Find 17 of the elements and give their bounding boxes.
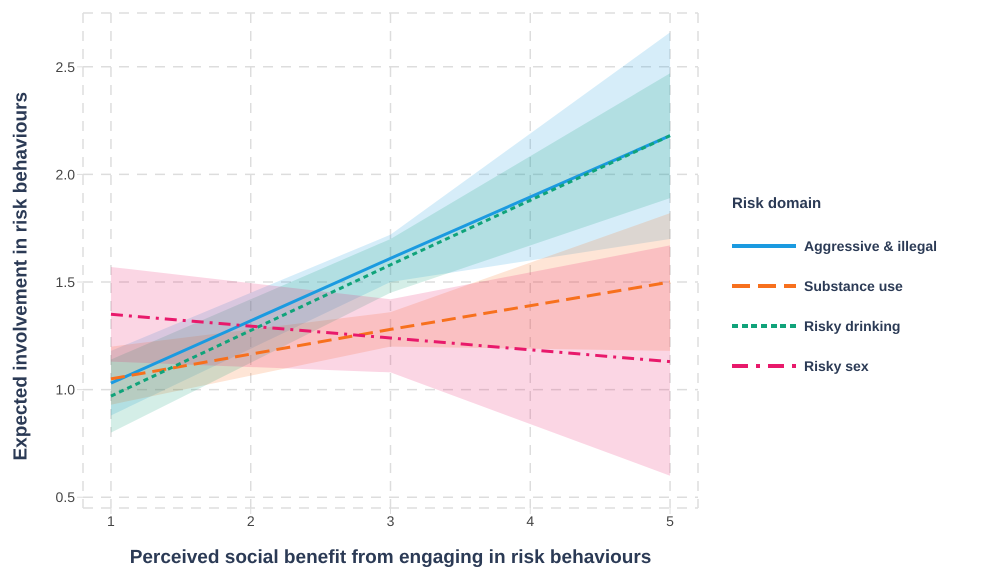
legend-label: Substance use (804, 278, 903, 294)
x-tick-label: 3 (386, 512, 395, 529)
x-tick-label: 4 (526, 512, 534, 529)
legend-label: Risky sex (804, 358, 869, 374)
y-axis-title: Expected involvement in risk behaviours (10, 92, 32, 460)
legend-label: Aggressive & illegal (804, 238, 938, 254)
y-tick-label: 2.0 (56, 166, 76, 182)
x-tick-label: 2 (246, 512, 255, 529)
legend-title: Risk domain (732, 195, 822, 212)
x-tick-label: 1 (107, 512, 116, 529)
legend-label: Risky drinking (804, 318, 900, 334)
y-tick-label: 1.0 (56, 382, 76, 398)
x-tick-label: 5 (666, 512, 674, 529)
y-tick-label: 2.5 (56, 58, 76, 75)
y-tick-label: 0.5 (56, 489, 76, 506)
x-axis-title: Perceived social benefit from engaging in risk behaviours (130, 547, 652, 568)
y-tick-label: 1.5 (56, 274, 76, 290)
